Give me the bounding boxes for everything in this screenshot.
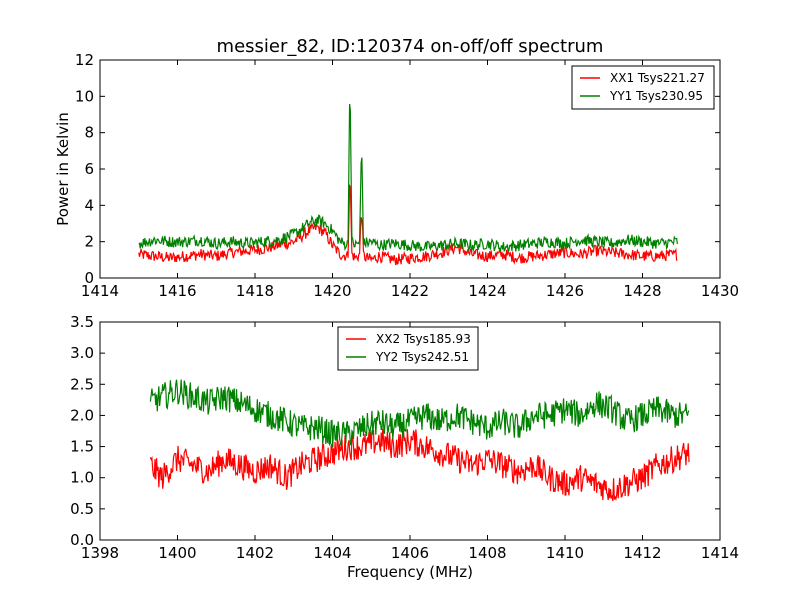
bottom-x-tick-label: 1406 [391, 544, 429, 562]
bottom-legend: XX2 Tsys185.93 YY2 Tsys242.51 [337, 326, 479, 371]
top-chart-title: messier_82, ID:120374 on-off/off spectru… [217, 36, 604, 57]
bottom-x-tick-label: 1398 [81, 544, 119, 562]
bottom-series-line-1 [149, 428, 690, 502]
bottom-y-tick-label: 0.5 [70, 500, 94, 518]
bottom-x-tick-label: 1402 [236, 544, 274, 562]
bottom-series [149, 379, 690, 502]
top-y-tick-label: 8 [84, 124, 94, 142]
top-y-tick-label: 10 [75, 87, 94, 105]
top-series [138, 103, 678, 266]
bottom-x-tick-label: 1414 [701, 544, 739, 562]
top-legend-box [571, 65, 715, 110]
bottom-x-axis-label: Frequency (MHz) [347, 563, 473, 581]
bottom-y-tick-label: 2.5 [70, 375, 94, 393]
top-x-tick-label: 1414 [81, 282, 119, 300]
bottom-x-tick-label: 1408 [468, 544, 506, 562]
top-y-tick-label: 2 [84, 233, 94, 251]
bottom-y-tick-label: 3.0 [70, 344, 94, 362]
bottom-x-tick-label: 1400 [158, 544, 196, 562]
top-x-tick-label: 1424 [468, 282, 506, 300]
top-plot-frame [99, 59, 721, 279]
bottom-legend-box [337, 326, 479, 371]
top-x-tick-label: 1416 [158, 282, 196, 300]
bottom-y-tick-label: 3.5 [70, 313, 94, 331]
bottom-x-tick-label: 1410 [546, 544, 584, 562]
top-series-line-1 [138, 183, 678, 266]
bottom-x-tick-label: 1412 [623, 544, 661, 562]
top-series-line-2 [138, 103, 678, 253]
top-x-tick-label: 1422 [391, 282, 429, 300]
top-x-tick-label: 1426 [546, 282, 584, 300]
bottom-x-tick-label: 1404 [313, 544, 351, 562]
bottom-series-line-2 [149, 379, 690, 448]
bottom-y-ticks: 0.0 0.5 1.0 1.5 2.0 2.5 3.0 3.5 [70, 313, 720, 549]
top-y-axis-label: Power in Kelvin [54, 112, 72, 226]
top-legend: XX1 Tsys221.27 YY1 Tsys230.95 [571, 65, 715, 110]
bottom-x-ticks: 1398 1400 1402 1404 1406 1408 1410 1412 1414 [81, 322, 739, 562]
top-x-tick-label: 1428 [623, 282, 661, 300]
bottom-y-tick-label: 2.0 [70, 406, 94, 424]
top-x-tick-label: 1420 [313, 282, 351, 300]
bottom-plot-frame [99, 321, 721, 541]
top-y-tick-label: 4 [84, 196, 94, 214]
bottom-chart: Frequency (MHz) 0.0 0.5 1.0 1.5 2.0 2.5 3.0 3.5… [70, 313, 739, 581]
top-chart: messier_82, ID:120374 on-off/off spectru… [54, 36, 739, 300]
bottom-legend-label-2: YY2 Tsys242.51 [375, 350, 469, 364]
top-legend-label-1: XX1 Tsys221.27 [610, 71, 705, 85]
top-x-tick-label: 1430 [701, 282, 739, 300]
bottom-legend-label-1: XX2 Tsys185.93 [376, 332, 471, 346]
top-y-tick-label: 6 [84, 160, 94, 178]
top-y-tick-label: 0 [84, 269, 94, 287]
bottom-y-tick-label: 1.5 [70, 438, 94, 456]
top-legend-label-2: YY1 Tsys230.95 [609, 89, 703, 103]
top-y-ticks: 0 2 4 6 8 10 12 [75, 51, 720, 287]
top-x-ticks: 1414 1416 1418 1420 1422 1424 1426 1428 1430 [81, 60, 739, 300]
bottom-y-tick-label: 0.0 [70, 531, 94, 549]
top-x-tick-label: 1418 [236, 282, 274, 300]
bottom-y-tick-label: 1.0 [70, 469, 94, 487]
top-y-tick-label: 12 [75, 51, 94, 69]
